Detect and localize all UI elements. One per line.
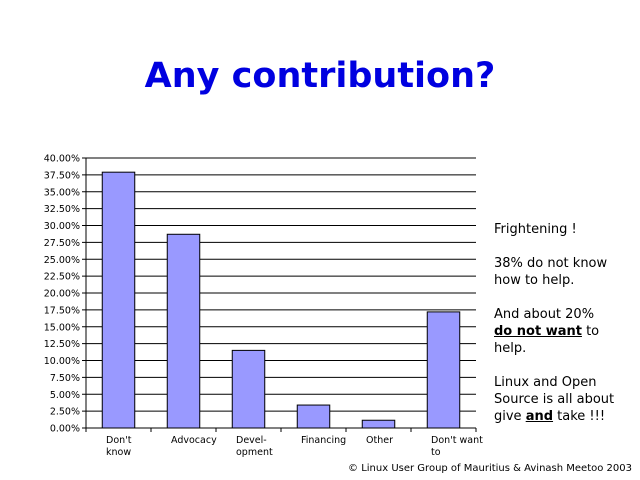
category-label: Financing [301, 435, 346, 446]
notes-panel: Frightening ! 38% do not know how to hel… [494, 221, 634, 442]
bar [166, 233, 201, 429]
y-tick-label: 20.00% [44, 289, 80, 300]
category-label: Don't want [431, 435, 483, 446]
bar [426, 311, 461, 429]
slide-title: Any contribution? [144, 56, 496, 96]
y-tick-label: 32.50% [44, 204, 80, 215]
y-tick-label: 7.50% [50, 373, 80, 384]
note-frightening: Frightening ! [494, 222, 577, 237]
note-dont-want: And about 20% do not want to help. [494, 306, 634, 357]
category-label: Don't [106, 435, 132, 446]
note-dont-know: 38% do not know how to help. [494, 256, 608, 288]
y-tick-label: 35.00% [44, 187, 80, 198]
note-give-take: Linux and Open Source is all about give … [494, 374, 634, 425]
note-give-take-pre: Linux and Open Source is all about give [494, 375, 615, 424]
y-tick-label: 0.00% [50, 424, 80, 435]
y-tick-label: 5.00% [50, 390, 80, 401]
y-tick-label: 25.00% [44, 255, 80, 266]
note-dont-want-post: to help. [494, 324, 600, 356]
y-tick-label: 37.50% [44, 170, 80, 181]
bar [296, 404, 331, 429]
y-tick-label: 30.00% [44, 221, 80, 232]
category-label: Advocacy [171, 435, 217, 446]
y-tick-label: 12.50% [44, 339, 80, 350]
y-tick-label: 27.50% [44, 238, 80, 249]
y-tick-label: 17.50% [44, 305, 80, 316]
category-label: opment [236, 447, 273, 458]
y-tick-label: 10.00% [44, 356, 80, 367]
y-tick-label: 40.00% [44, 154, 80, 165]
category-label: to [431, 447, 441, 458]
copyright-footer: © Linux User Group of Mauritius & Avinas… [348, 463, 632, 474]
note-give-take-bold: and [525, 409, 554, 424]
bar [361, 419, 396, 429]
y-tick-label: 15.00% [44, 322, 80, 333]
category-label: know [106, 447, 131, 458]
bar [101, 171, 136, 429]
category-label: Devel- [236, 435, 267, 446]
y-tick-label: 2.50% [50, 407, 80, 418]
y-tick-label: 22.50% [44, 272, 80, 283]
note-dont-want-bold: do not want [494, 324, 582, 339]
note-dont-want-pre: And about 20% [494, 307, 595, 322]
note-give-take-post: take !!! [553, 409, 606, 424]
bar [231, 349, 266, 429]
category-label: Other [366, 435, 393, 446]
